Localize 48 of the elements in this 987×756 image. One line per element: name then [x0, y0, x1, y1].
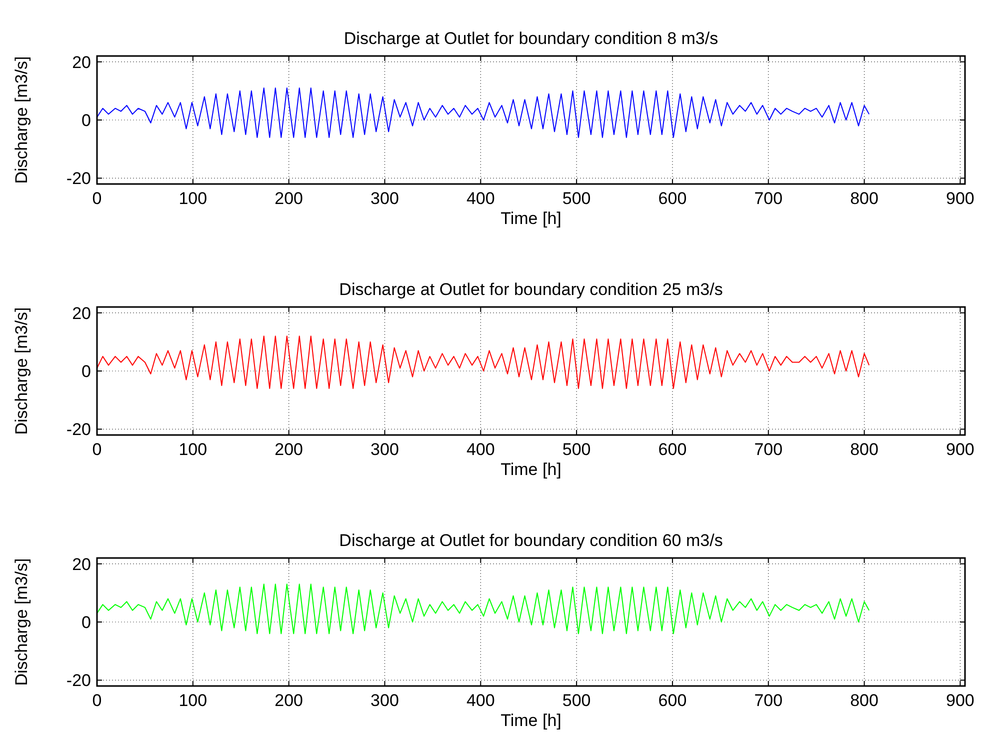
x-tick-label: 400	[466, 440, 495, 459]
x-tick-label: 700	[754, 189, 783, 208]
y-axis-title: Discharge [m3/s]	[12, 307, 31, 435]
x-tick-label: 200	[274, 440, 304, 459]
y-axis-title: Discharge [m3/s]	[12, 558, 31, 686]
y-tick-label: -20	[66, 671, 91, 690]
chart-title: Discharge at Outlet for boundary condition 60 m3/s	[339, 531, 723, 550]
x-tick-label: 900	[946, 691, 974, 710]
x-tick-label: 300	[370, 189, 399, 208]
x-tick-label: 400	[466, 691, 495, 710]
y-tick-label: 20	[72, 304, 91, 323]
x-tick-label: 500	[562, 189, 591, 208]
x-tick-label: 100	[178, 691, 208, 710]
y-tick-label: 0	[82, 613, 91, 632]
x-tick-label: 700	[754, 440, 783, 459]
x-tick-label: 800	[850, 189, 878, 208]
x-axis-title: Time [h]	[500, 460, 562, 479]
y-tick-label: 20	[72, 52, 91, 72]
x-tick-label: 600	[658, 440, 687, 459]
y-tick-label: 20	[72, 554, 91, 574]
x-tick-label: 600	[658, 691, 687, 710]
x-tick-label: 500	[562, 691, 591, 710]
x-axis-title: Time [h]	[500, 711, 562, 730]
x-axis-title: Time [h]	[500, 209, 562, 228]
y-tick-label: -20	[66, 169, 91, 188]
x-tick-label: 100	[178, 189, 208, 208]
x-tick-label: 900	[946, 440, 974, 459]
chart-title: Discharge at Outlet for boundary condition 8 m3/s	[344, 29, 718, 48]
x-tick-label: 900	[946, 189, 974, 208]
x-tick-label: 800	[850, 691, 878, 710]
y-tick-label: -20	[66, 420, 91, 440]
x-tick-label: 800	[850, 440, 878, 459]
x-tick-label: 200	[274, 189, 304, 208]
x-tick-label: 100	[178, 440, 208, 459]
line-series	[96, 584, 870, 634]
x-tick-label: 300	[370, 691, 399, 710]
x-tick-label: 400	[466, 189, 495, 208]
line-series	[96, 88, 870, 138]
y-tick-label: 0	[82, 111, 91, 130]
y-tick-label: 0	[82, 362, 91, 381]
x-tick-label: 700	[754, 691, 783, 710]
chart-title: Discharge at Outlet for boundary condition 25 m3/s	[339, 280, 723, 299]
x-tick-label: 200	[274, 691, 304, 710]
x-tick-label: 600	[658, 189, 687, 208]
line-series	[96, 336, 870, 389]
x-tick-label: 500	[562, 440, 591, 459]
y-axis-title: Discharge [m3/s]	[12, 56, 31, 184]
x-tick-label: 300	[370, 440, 399, 459]
